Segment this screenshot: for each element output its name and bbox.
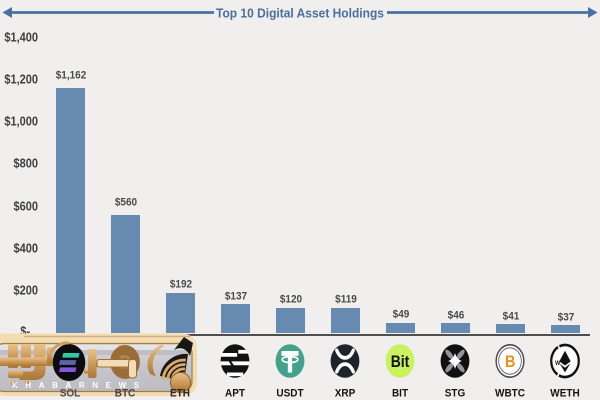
svg-text:B: B <box>505 353 515 371</box>
svg-text:Top 10 Digital Asset Holdings: Top 10 Digital Asset Holdings <box>216 6 384 21</box>
svg-text:KHABARNEWS: KHABARNEWS <box>12 381 147 390</box>
svg-text:Bit: Bit <box>391 353 410 371</box>
svg-text:W: W <box>555 361 561 367</box>
